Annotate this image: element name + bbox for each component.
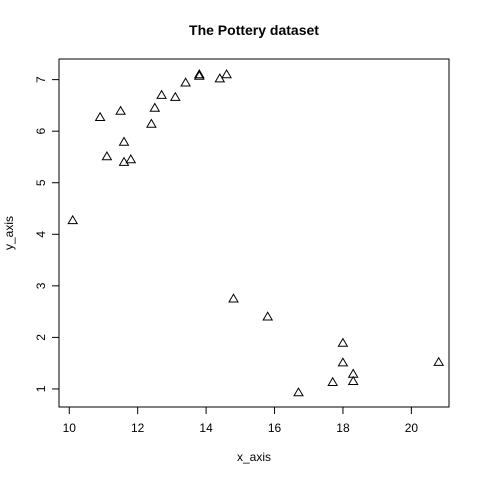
data-points (67, 69, 445, 397)
y-tick-label: 5 (34, 179, 48, 186)
chart-title: The Pottery dataset (189, 22, 319, 38)
y-tick-label: 1 (34, 385, 48, 392)
data-point (149, 102, 161, 112)
y-tick-label: 4 (34, 231, 48, 238)
x-tick-label: 16 (268, 421, 282, 435)
y-axis-label: y_axis (2, 216, 16, 250)
y-axis: 1 2 3 4 5 6 7 (34, 76, 60, 392)
y-tick-label: 3 (34, 282, 48, 289)
x-tick-label: 18 (336, 421, 350, 435)
data-point (337, 357, 349, 367)
x-tick-label: 12 (131, 421, 145, 435)
data-point (193, 70, 205, 80)
data-point (337, 337, 349, 347)
y-tick-label: 6 (34, 128, 48, 135)
data-point (293, 387, 304, 397)
x-axis-label: x_axis (237, 450, 271, 464)
data-point (347, 375, 359, 385)
data-point (327, 376, 339, 386)
x-axis: 10 12 14 16 18 20 (63, 406, 419, 435)
data-point (118, 136, 130, 146)
x-tick-label: 20 (405, 421, 419, 435)
data-point (118, 156, 130, 166)
data-point (67, 214, 79, 225)
data-point (115, 105, 126, 115)
data-point (228, 293, 239, 303)
data-point (101, 151, 113, 161)
y-tick-label: 7 (34, 76, 48, 83)
data-point (169, 91, 181, 101)
data-point (156, 89, 167, 99)
x-tick-label: 14 (199, 421, 213, 435)
data-point (125, 153, 137, 164)
x-tick-label: 10 (63, 421, 77, 435)
data-point (94, 111, 106, 121)
data-point (193, 69, 205, 79)
y-tick-label: 2 (34, 334, 48, 341)
data-point (180, 77, 191, 87)
data-point (221, 69, 232, 79)
data-point (262, 311, 274, 321)
data-point (433, 356, 445, 366)
data-point (146, 118, 157, 128)
